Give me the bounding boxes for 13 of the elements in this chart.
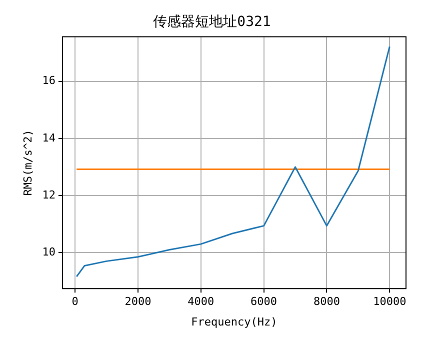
y-tick-label: 14 bbox=[42, 131, 56, 144]
x-tick-label: 6000 bbox=[250, 295, 278, 308]
x-tick-label: 0 bbox=[72, 295, 78, 308]
y-tick-label: 12 bbox=[42, 188, 56, 202]
chart-title: 传感器短地址0321 bbox=[153, 14, 271, 30]
x-tick-label: 10000 bbox=[373, 295, 406, 308]
x-axis-title: Frequency(Hz) bbox=[191, 315, 278, 328]
y-tick-label: 16 bbox=[42, 74, 56, 88]
x-tick-label: 2000 bbox=[124, 295, 152, 308]
y-axis-title: RMS(m/s^2) bbox=[21, 130, 34, 196]
y-tick-label: 10 bbox=[42, 245, 56, 258]
x-tick-label: 8000 bbox=[313, 295, 340, 308]
x-tick-label: 4000 bbox=[188, 295, 214, 308]
